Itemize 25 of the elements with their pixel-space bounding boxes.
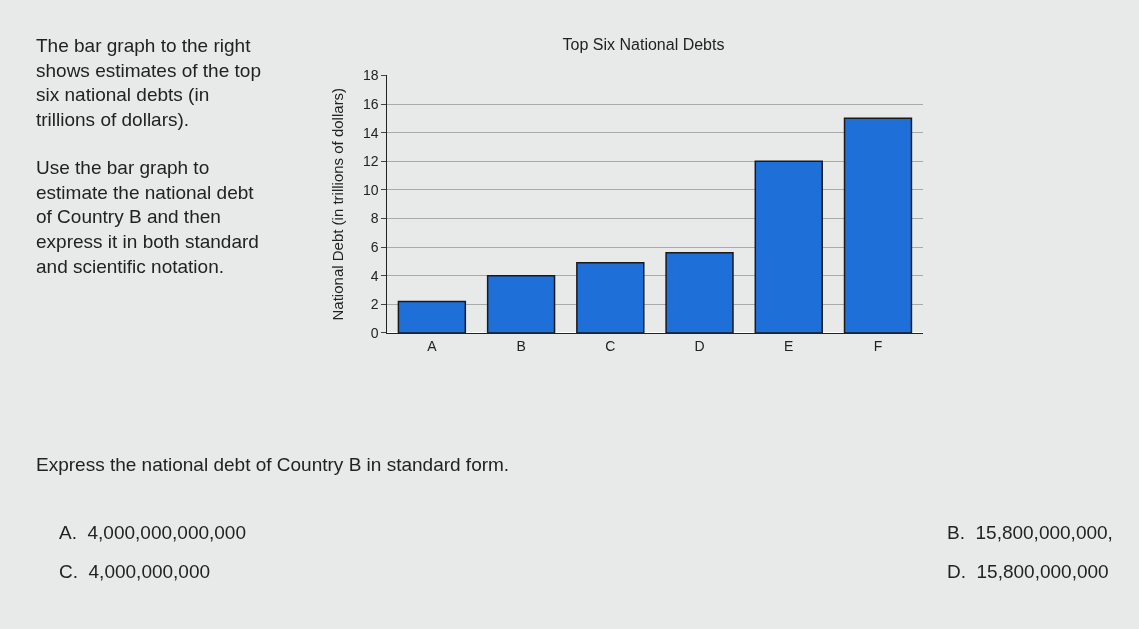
text: The bar graph to the right shows estimates of the top six national debts (in trillions of dollars). — [36, 35, 261, 131]
y-tick-label: 4 — [370, 267, 379, 284]
y-tick-label: 18 — [362, 67, 379, 84]
x-tick-label: E — [784, 337, 794, 354]
y-tick-label: 12 — [362, 153, 379, 170]
x-tick-label: D — [694, 337, 705, 354]
y-tick-label: 8 — [370, 210, 379, 227]
text: Use the bar graph to estimate the national debt of Country B and then express it in both standard and scientific notation. — [36, 157, 259, 277]
y-tick-label: 6 — [370, 238, 379, 255]
y-tick-label: 2 — [370, 296, 379, 313]
x-tick-label: C — [605, 337, 616, 354]
y-tick-label: 10 — [362, 181, 379, 198]
chart-title: Top Six National Debts — [562, 36, 725, 54]
text: B. 15,800,000,000, — [947, 522, 1113, 543]
x-tick-label: F — [873, 337, 883, 354]
text: Express the national debt of Country B in standard form. — [36, 454, 510, 475]
y-tick-label: 0 — [370, 324, 379, 341]
y-tick-label: 14 — [362, 124, 379, 141]
text: D. 15,800,000,000 — [947, 561, 1109, 582]
x-tick-label: B — [516, 337, 526, 354]
text: A. 4,000,000,000,000 — [59, 522, 246, 543]
y-tick-label: 16 — [362, 95, 379, 112]
y-axis-title: National Debt (in trillions of dollars) — [329, 87, 347, 321]
x-tick-label: A — [427, 337, 438, 354]
text: C. 4,000,000,000 — [59, 561, 211, 582]
